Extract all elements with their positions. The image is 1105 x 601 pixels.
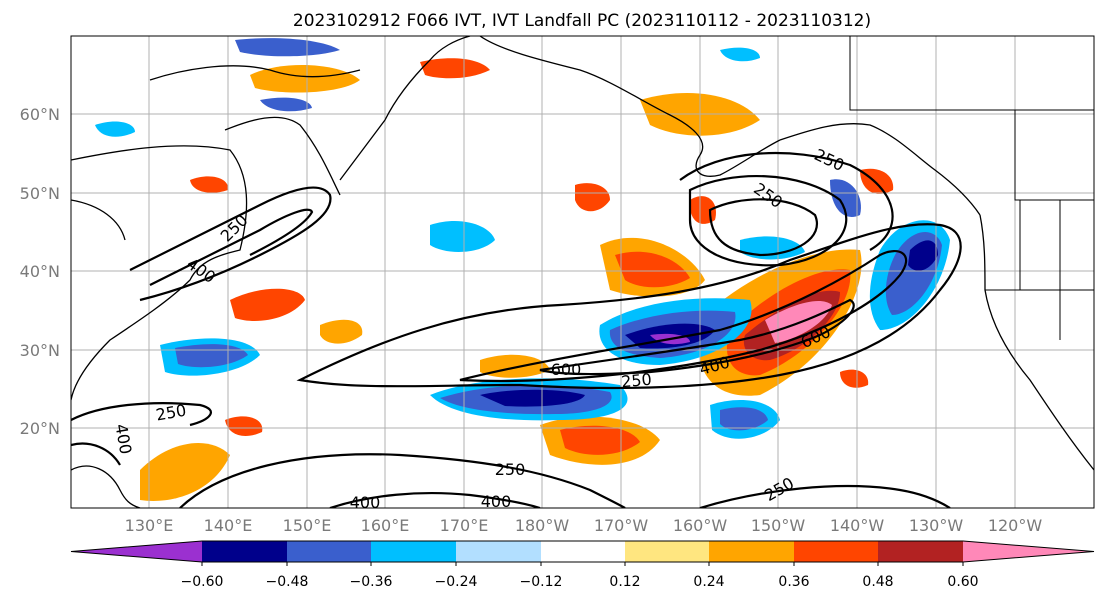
lon-label: 180°W <box>515 516 570 535</box>
lat-label: 60°N <box>20 105 60 124</box>
contour-label: 250 <box>495 460 526 479</box>
lon-labels: 130°E 140°E 150°E 160°E 170°E 180°W 170°… <box>125 516 1043 535</box>
colorbar-segment <box>456 541 541 562</box>
lon-label: 150°W <box>751 516 806 535</box>
colorbar-tick-label: −0.60 <box>181 574 224 590</box>
lat-labels: 60°N 50°N 40°N 30°N 20°N <box>20 105 60 438</box>
lon-label: 160°E <box>361 516 410 535</box>
coastlines <box>71 36 1094 508</box>
colorbar-tick-label: 0.60 <box>947 574 978 590</box>
lat-label: 30°N <box>20 341 60 360</box>
lon-label: 140°W <box>830 516 885 535</box>
colorbar-tick-label: −0.12 <box>520 574 563 590</box>
colorbar <box>70 540 1095 566</box>
lon-label: 130°E <box>125 516 174 535</box>
colorbar-segment <box>202 541 287 562</box>
colorbar-segment <box>963 541 1094 562</box>
lat-label: 40°N <box>20 262 60 281</box>
colorbar-tick-label: −0.36 <box>350 574 393 590</box>
colorbar-segment <box>709 541 794 562</box>
political-borders <box>849 36 1094 340</box>
lon-label: 140°E <box>204 516 253 535</box>
colorbar-tick-label: 0.24 <box>693 574 724 590</box>
lat-label: 20°N <box>20 419 60 438</box>
lon-label: 120°W <box>988 516 1043 535</box>
colorbar-tick-label: −0.24 <box>435 574 478 590</box>
colorbar-segment <box>625 541 709 562</box>
colorbar-tick-label: 0.12 <box>609 574 640 590</box>
lon-label: 170°W <box>594 516 649 535</box>
map-title: 2023102912 F066 IVT, IVT Landfall PC (20… <box>293 11 871 31</box>
lon-label: 160°W <box>673 516 728 535</box>
colorbar-tick-labels: −0.60 −0.48 −0.36 −0.24 −0.12 0.12 0.24 … <box>181 574 979 590</box>
lon-gridlines <box>148 36 1016 508</box>
colorbar-segment <box>287 541 371 562</box>
colorbar-tick-label: 0.36 <box>778 574 809 590</box>
lon-label: 150°E <box>283 516 332 535</box>
contour-label: 400 <box>481 492 512 511</box>
contour-label: 250 <box>620 370 652 392</box>
lon-label: 170°E <box>440 516 489 535</box>
colorbar-segment <box>371 541 456 562</box>
ivt-contours <box>71 151 962 508</box>
lat-gridlines <box>71 113 1094 429</box>
colorbar-segment <box>794 541 878 562</box>
lon-label: 130°W <box>909 516 964 535</box>
shaded-field-negative <box>95 38 950 439</box>
colorbar-tick-label: −0.48 <box>266 574 309 590</box>
colorbar-segment <box>71 541 202 562</box>
colorbar-segment <box>541 541 625 562</box>
lat-label: 50°N <box>20 184 60 203</box>
contour-label: 400 <box>350 493 381 512</box>
map-frame <box>70 35 1095 509</box>
colorbar-tick-label: 0.48 <box>862 574 893 590</box>
contour-label: 600 <box>551 360 582 379</box>
colorbar-segment <box>878 541 963 562</box>
